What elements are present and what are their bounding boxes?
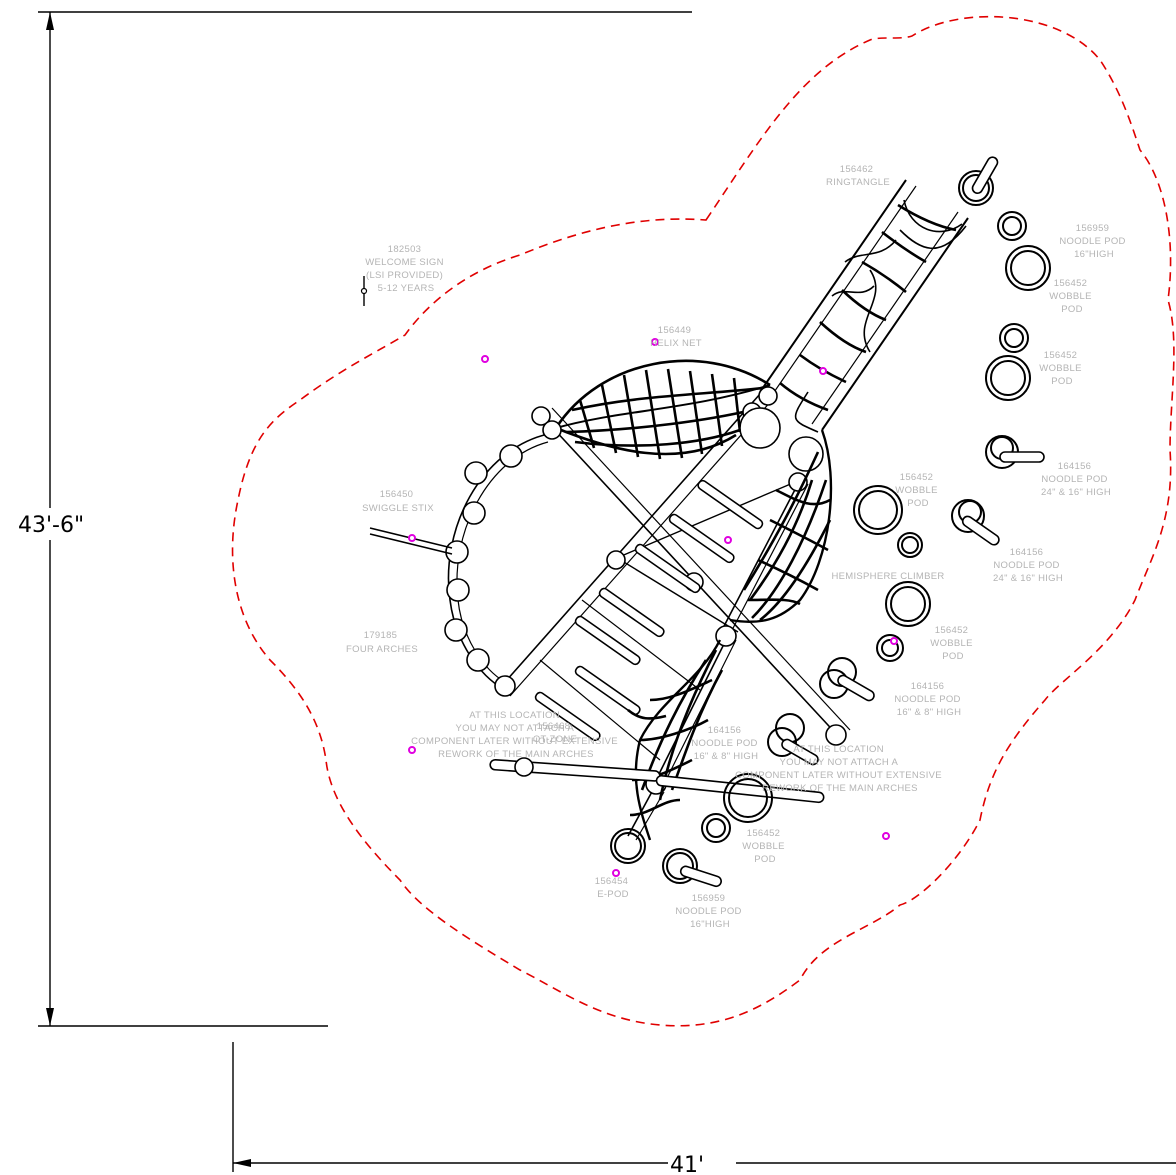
ringtangle-ladder xyxy=(759,179,969,433)
arrowhead-left xyxy=(233,1159,251,1167)
label-ringtangle: 156462 RINGTANGLE xyxy=(826,164,890,188)
arch-joint xyxy=(531,406,551,426)
ot-zone-rungs xyxy=(534,479,764,761)
label-attach-note-right: AT THIS LOCATION YOU MAY NOT ATTACH A CO… xyxy=(735,744,945,794)
arrowhead-bottom xyxy=(46,1008,54,1026)
noodle-pod-top xyxy=(958,156,999,206)
arch-pod xyxy=(464,461,488,485)
label-noodle-pod-bottom: 156959 NOODLE POD 16"HIGH xyxy=(675,893,744,930)
use-zone-boundary xyxy=(231,15,1175,1027)
arch-joint xyxy=(758,386,778,406)
label-wobble-pod-bottom: 156452 WOBBLE POD xyxy=(742,828,787,865)
arch-pod xyxy=(444,618,468,642)
arch-joint xyxy=(606,550,626,570)
label-e-pod: 156454 E-POD xyxy=(595,876,631,900)
wobble-pod-top xyxy=(997,211,1051,291)
noodle-pod-lower xyxy=(819,657,875,702)
arch-joint xyxy=(825,724,847,746)
arch-joint xyxy=(715,625,737,647)
arch-joint xyxy=(494,675,516,697)
width-dimension: 41' xyxy=(232,1042,1176,1175)
arch-pod xyxy=(445,540,469,564)
e-pod xyxy=(610,828,646,864)
label-noodle-pod-right-1: 164156 NOODLE POD 24" & 16" HIGH xyxy=(1041,461,1111,498)
helix-net xyxy=(554,359,771,460)
hemisphere-climber xyxy=(627,429,833,841)
noodle-pod-bottom xyxy=(662,848,722,888)
noodle-pod-right-1 xyxy=(985,435,1045,469)
height-dimension-text: 43'-6" xyxy=(18,513,84,538)
noodle-pod-center xyxy=(767,713,819,766)
arrowhead-top xyxy=(46,12,54,30)
label-wobble-pod-right: 156452 WOBBLE POD xyxy=(1039,350,1084,387)
footing-markers xyxy=(408,338,898,877)
label-four-arches: 179185 FOUR ARCHES xyxy=(346,630,418,655)
wobble-pod-lower xyxy=(876,581,931,662)
label-welcome-sign: 182503 WELCOME SIGN (LSI PROVIDED) 5-12 … xyxy=(365,244,447,294)
arch-joint xyxy=(542,420,562,440)
lower-pipes xyxy=(489,757,825,804)
label-attach-note-left: AT THIS LOCATION YOU MAY NOT ATTACH A CO… xyxy=(411,710,621,760)
arch-pod xyxy=(466,648,490,672)
noodle-pod-right-2 xyxy=(951,499,1000,546)
arch-pod xyxy=(462,501,486,525)
label-noodle-pod-right-2: 164156 NOODLE POD 24" & 16" HIGH xyxy=(993,547,1063,584)
label-noodle-pod-top: 156959 NOODLE POD 16"HIGH xyxy=(1059,223,1128,260)
height-dimension: 43'-6" xyxy=(18,11,692,1027)
label-helix-net: 156449 HELIX NET xyxy=(650,325,702,349)
label-wobble-pod-top: 156452 WOBBLE POD xyxy=(1049,278,1094,315)
label-wobble-pod-lower: 156452 WOBBLE POD xyxy=(930,625,975,662)
arch-pod xyxy=(446,578,470,602)
label-swiggle-stix: 156450 SWIGGLE STIX xyxy=(362,489,434,514)
label-ot-zone: 156468 OT-ZONE xyxy=(533,721,577,745)
wobble-pod-right xyxy=(985,323,1031,401)
width-dimension-text: 41' xyxy=(670,1153,704,1175)
four-arches-structure xyxy=(444,386,851,841)
arch-pod xyxy=(499,444,523,468)
label-wobble-pod-mid: 156452 WOBBLE POD xyxy=(895,472,940,509)
welcome-sign xyxy=(360,276,368,306)
label-hemisphere-climber: HEMISPHERE CLIMBER xyxy=(831,571,944,582)
wobble-pod-mid xyxy=(853,485,923,558)
wobble-pod-bottom xyxy=(701,773,773,843)
label-noodle-pod-center: 164156 NOODLE POD 16" & 8" HIGH xyxy=(691,725,760,762)
arch-cap xyxy=(739,407,781,449)
label-noodle-pod-lower: 164156 NOODLE POD 16" & 8" HIGH xyxy=(894,681,963,718)
